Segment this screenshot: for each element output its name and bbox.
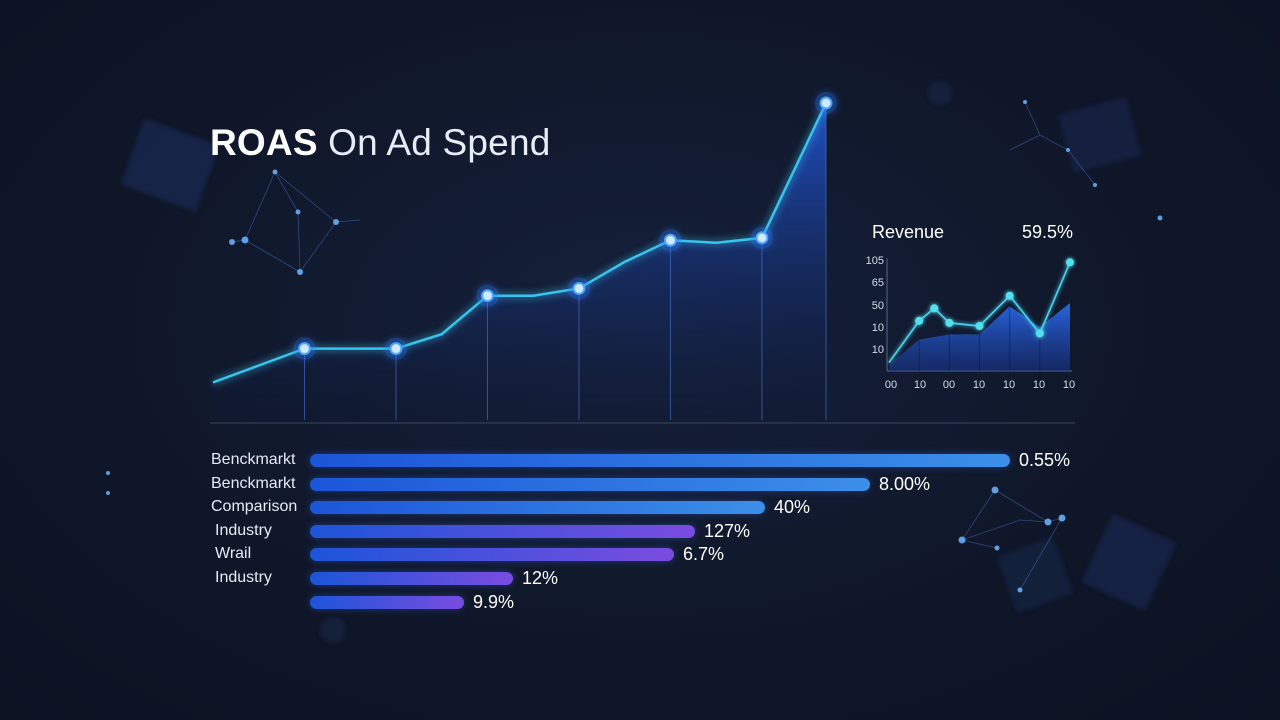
revenue-x-tick-1: 10 <box>914 379 926 391</box>
revenue-point-6 <box>1035 329 1044 338</box>
bar-value-5: 12% <box>522 568 559 588</box>
revenue-point-5 <box>1005 291 1014 300</box>
bar-label-0: Benckmarkt <box>211 451 296 468</box>
bar-fill-4 <box>310 548 674 561</box>
page-title: ROAS On Ad Spend <box>210 122 551 164</box>
bar-value-3: 127% <box>704 521 751 541</box>
roas-point-1 <box>384 337 407 360</box>
revenue-y-ticks: 105 65 50 10 10 <box>866 255 884 356</box>
bar-fill-2 <box>310 501 765 514</box>
roas-point-0 <box>293 337 316 360</box>
bar-label-5: Industry <box>215 569 272 586</box>
bar-value-2: 40% <box>774 497 811 517</box>
roas-point-6 <box>815 92 837 114</box>
revenue-point-7 <box>1066 258 1074 267</box>
bar-row-1: Benckmarkt 8.00% <box>0 474 1280 494</box>
revenue-area-group <box>889 303 1070 371</box>
revenue-y-tick-0: 105 <box>866 255 884 267</box>
bar-fill-5 <box>310 572 513 585</box>
bar-row-0: Benckmarkt 0.55% <box>0 450 1280 470</box>
revenue-chart: 105 65 50 10 10 00 10 00 10 10 10 10 <box>866 255 1075 391</box>
revenue-panel: 105 65 50 10 10 00 10 00 10 10 10 10 Revenue 59.5% <box>860 218 1090 398</box>
revenue-point-1 <box>915 316 924 325</box>
revenue-x-tick-3: 10 <box>973 379 985 391</box>
bar-label-3: Industry <box>215 522 272 539</box>
bar-label-2: Comparison <box>211 498 298 515</box>
bar-row-4: Wrail 6.7% <box>0 544 1280 564</box>
bar-fill-1 <box>310 478 870 491</box>
roas-point-5 <box>750 226 773 249</box>
revenue-x-tick-2: 00 <box>943 379 955 391</box>
title-rest: On Ad Spend <box>317 122 551 163</box>
revenue-x-ticks: 00 10 00 10 10 10 10 <box>885 379 1075 391</box>
roas-drop-lines <box>303 103 827 420</box>
bar-row-5: Industry 12% <box>0 568 1280 588</box>
bar-label-1: Benckmarkt <box>211 475 296 492</box>
bar-row-6: 9.9% <box>0 592 1280 612</box>
bar-row-3: Industry 127% <box>0 521 1280 541</box>
revenue-headline-value: 59.5% <box>1022 222 1074 242</box>
revenue-title: Revenue <box>872 222 945 242</box>
revenue-point-3 <box>945 318 954 327</box>
roas-points <box>293 92 837 360</box>
revenue-y-tick-2: 50 <box>872 300 884 312</box>
bar-value-0: 0.55% <box>1019 450 1071 470</box>
title-strong: ROAS <box>210 122 318 163</box>
roas-point-4 <box>659 229 682 252</box>
revenue-y-tick-3: 10 <box>872 322 884 334</box>
revenue-point-4 <box>975 322 984 331</box>
revenue-points <box>915 258 1074 338</box>
bar-fill-0 <box>310 454 1010 467</box>
revenue-y-tick-4: 10 <box>872 344 884 356</box>
revenue-point-2 <box>930 304 939 313</box>
bar-fill-6 <box>310 596 464 609</box>
revenue-x-tick-5: 10 <box>1033 379 1045 391</box>
bar-row-2: Comparison 40% <box>0 497 1280 517</box>
bar-value-6: 9.9% <box>473 592 515 612</box>
bar-label-4: Wrail <box>215 545 252 562</box>
roas-point-3 <box>567 277 590 300</box>
roas-line <box>212 102 828 384</box>
roas-point-2 <box>476 284 499 307</box>
roas-area-fill <box>213 103 826 420</box>
bar-value-4: 6.7% <box>683 544 725 564</box>
bar-value-1: 8.00% <box>879 474 931 494</box>
roas-area-chart <box>210 92 1075 424</box>
benchmark-bars: Benckmarkt 0.55% Benckmarkt 8.00% Comparison… <box>0 448 1280 618</box>
revenue-x-tick-0: 00 <box>885 379 897 391</box>
bar-fill-3 <box>310 525 695 538</box>
revenue-y-tick-1: 65 <box>872 277 884 289</box>
revenue-x-tick-6: 10 <box>1063 379 1075 391</box>
revenue-x-tick-4: 10 <box>1003 379 1015 391</box>
